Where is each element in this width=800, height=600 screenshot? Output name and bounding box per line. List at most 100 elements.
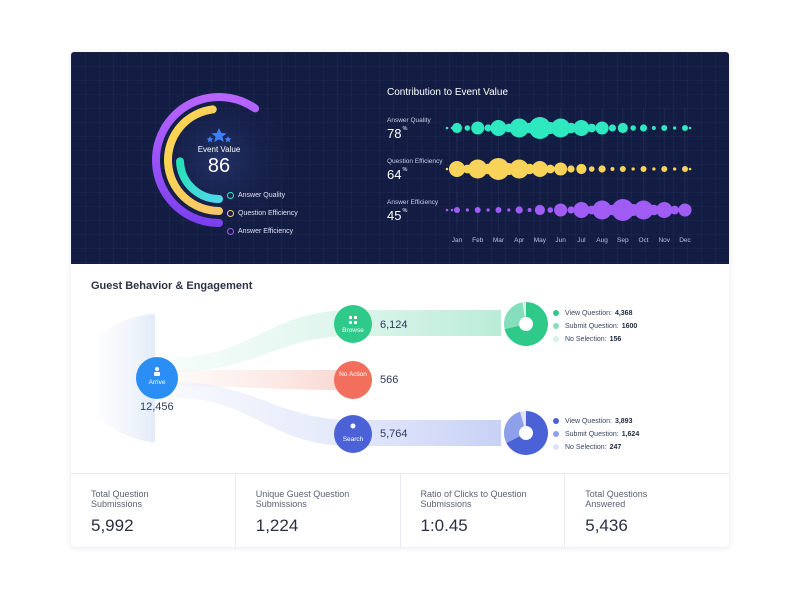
stat-label: Unique Guest Question Submissions (255, 489, 350, 509)
arrive-count: 12,456 (140, 401, 174, 413)
stat-label: Total Questions Answered (585, 489, 648, 509)
stat-ratio-clicks: Ratio of Clicks to Question Submissions … (401, 474, 566, 547)
contribution-dot (634, 200, 654, 220)
stat-value: 5,436 (585, 516, 628, 535)
contribution-dot (531, 160, 548, 178)
contribution-dot (445, 208, 449, 212)
contribution-dot (464, 125, 471, 131)
contribution-dot (554, 203, 568, 217)
legend-label: Question Efficiency (238, 209, 298, 217)
arc-question-efficiency (164, 105, 223, 215)
contribution-dot (448, 160, 466, 178)
stat-total-question-submissions: Total Question Submissions 5,992 (71, 474, 236, 547)
contribution-dot (682, 166, 688, 172)
metric-label-answer-quality: Answer Quality (387, 117, 431, 124)
search-count: 5,764 (380, 428, 408, 440)
contribution-dot (631, 167, 635, 171)
contribution-dot (573, 201, 590, 219)
arrive-label: Arrive (148, 379, 166, 386)
contribution-dot (630, 125, 636, 131)
contribution-dot (588, 166, 595, 172)
arc-answer-quality (176, 157, 223, 203)
contribution-dot (515, 206, 523, 214)
contribution-dot (445, 126, 449, 130)
search-legend-submit: Submit Question: 1,624 (553, 428, 639, 440)
contribution-dot (639, 124, 648, 132)
contribution-dot (490, 119, 507, 137)
donut-slice (504, 302, 549, 347)
contribution-dot (678, 203, 692, 217)
contribution-dot (656, 201, 673, 219)
contribution-dot (487, 158, 510, 180)
contribution-dot (567, 206, 575, 214)
search-label: Search (342, 436, 364, 443)
no-action-count: 566 (380, 374, 399, 386)
donut-slice (506, 411, 548, 456)
dashboard-card: Event Value 86 Answer Quality Question E… (71, 52, 729, 547)
contribution-dot (509, 118, 529, 138)
event-value-title: Event Value (197, 145, 241, 154)
donut-slice (520, 411, 526, 427)
event-value-gauge (139, 80, 299, 240)
stat-value: 1,224 (255, 516, 299, 535)
flow-to-no-action (176, 370, 351, 390)
contribution-dot (465, 208, 470, 212)
arc-answer-efficiency (152, 93, 260, 227)
contribution-dot (576, 163, 587, 175)
donut-slice (504, 411, 525, 443)
contribution-dot (595, 121, 609, 135)
contribution-dot (598, 165, 606, 173)
contribution-dot (545, 164, 555, 174)
contribution-dot (573, 119, 590, 137)
search-donut (504, 411, 548, 456)
event-value-panel: Event Value 86 Answer Quality Question E… (71, 52, 729, 264)
contribution-dot (509, 159, 529, 179)
contribution-dot (611, 199, 634, 221)
contribution-dot (450, 126, 454, 130)
contribution-dot (534, 204, 545, 216)
contribution-dot (527, 208, 532, 212)
metric-label-answer-efficiency: Answer Efficiency (387, 199, 439, 206)
contribution-dot (547, 207, 554, 213)
stat-total-answered: Total Questions Answered 5,436 (565, 474, 729, 547)
stat-label: Ratio of Clicks to Question Submissions (420, 489, 527, 509)
contribution-dot (688, 208, 692, 212)
legend-dot (227, 191, 234, 199)
search-legend-view: View Question: 3,893 (553, 415, 632, 427)
contribution-dot (672, 126, 677, 130)
browse-legend-none: No Selection: 156 (553, 333, 621, 345)
stat-value: 1:0.45 (420, 516, 468, 535)
contribution-dot (610, 167, 615, 171)
donut-slice (504, 302, 525, 330)
arrive-node[interactable] (136, 357, 178, 399)
browse-node[interactable] (334, 305, 372, 343)
contribution-dot (454, 207, 460, 213)
contribution-dot (592, 200, 612, 220)
stat-label: Total Question Submissions (91, 489, 149, 509)
browse-legend-submit: Submit Question: 1600 (553, 320, 637, 332)
contribution-dot (652, 167, 656, 171)
month-tick-label: Mar (493, 237, 505, 244)
browse-count: 6,124 (380, 319, 408, 331)
search-node[interactable] (334, 415, 372, 453)
contribution-dot (554, 162, 568, 176)
contribution-dot (648, 204, 660, 216)
contribution-dot (567, 165, 575, 173)
legend-label: Answer Efficiency (238, 227, 294, 235)
month-tick-label: Oct (638, 237, 648, 244)
contribution-dot (551, 118, 571, 138)
gauge-glow (139, 80, 299, 240)
browse-legend-view: View Question: 4,368 (553, 307, 632, 319)
legend-answer-quality: Answer Quality (227, 189, 285, 201)
month-tick-label: Dec (679, 237, 691, 244)
contribution-dot (565, 122, 577, 134)
legend-question-efficiency: Question Efficiency (227, 207, 298, 219)
contribution-dot (651, 126, 656, 130)
contribution-dot (450, 167, 454, 171)
month-tick-label: Jun (555, 237, 566, 244)
no-action-node[interactable] (334, 361, 372, 399)
metric-value-answer-quality: 78% (387, 126, 408, 141)
stat-value: 5,992 (91, 516, 134, 535)
contribution-dot (484, 124, 492, 132)
search-icon (350, 423, 356, 429)
